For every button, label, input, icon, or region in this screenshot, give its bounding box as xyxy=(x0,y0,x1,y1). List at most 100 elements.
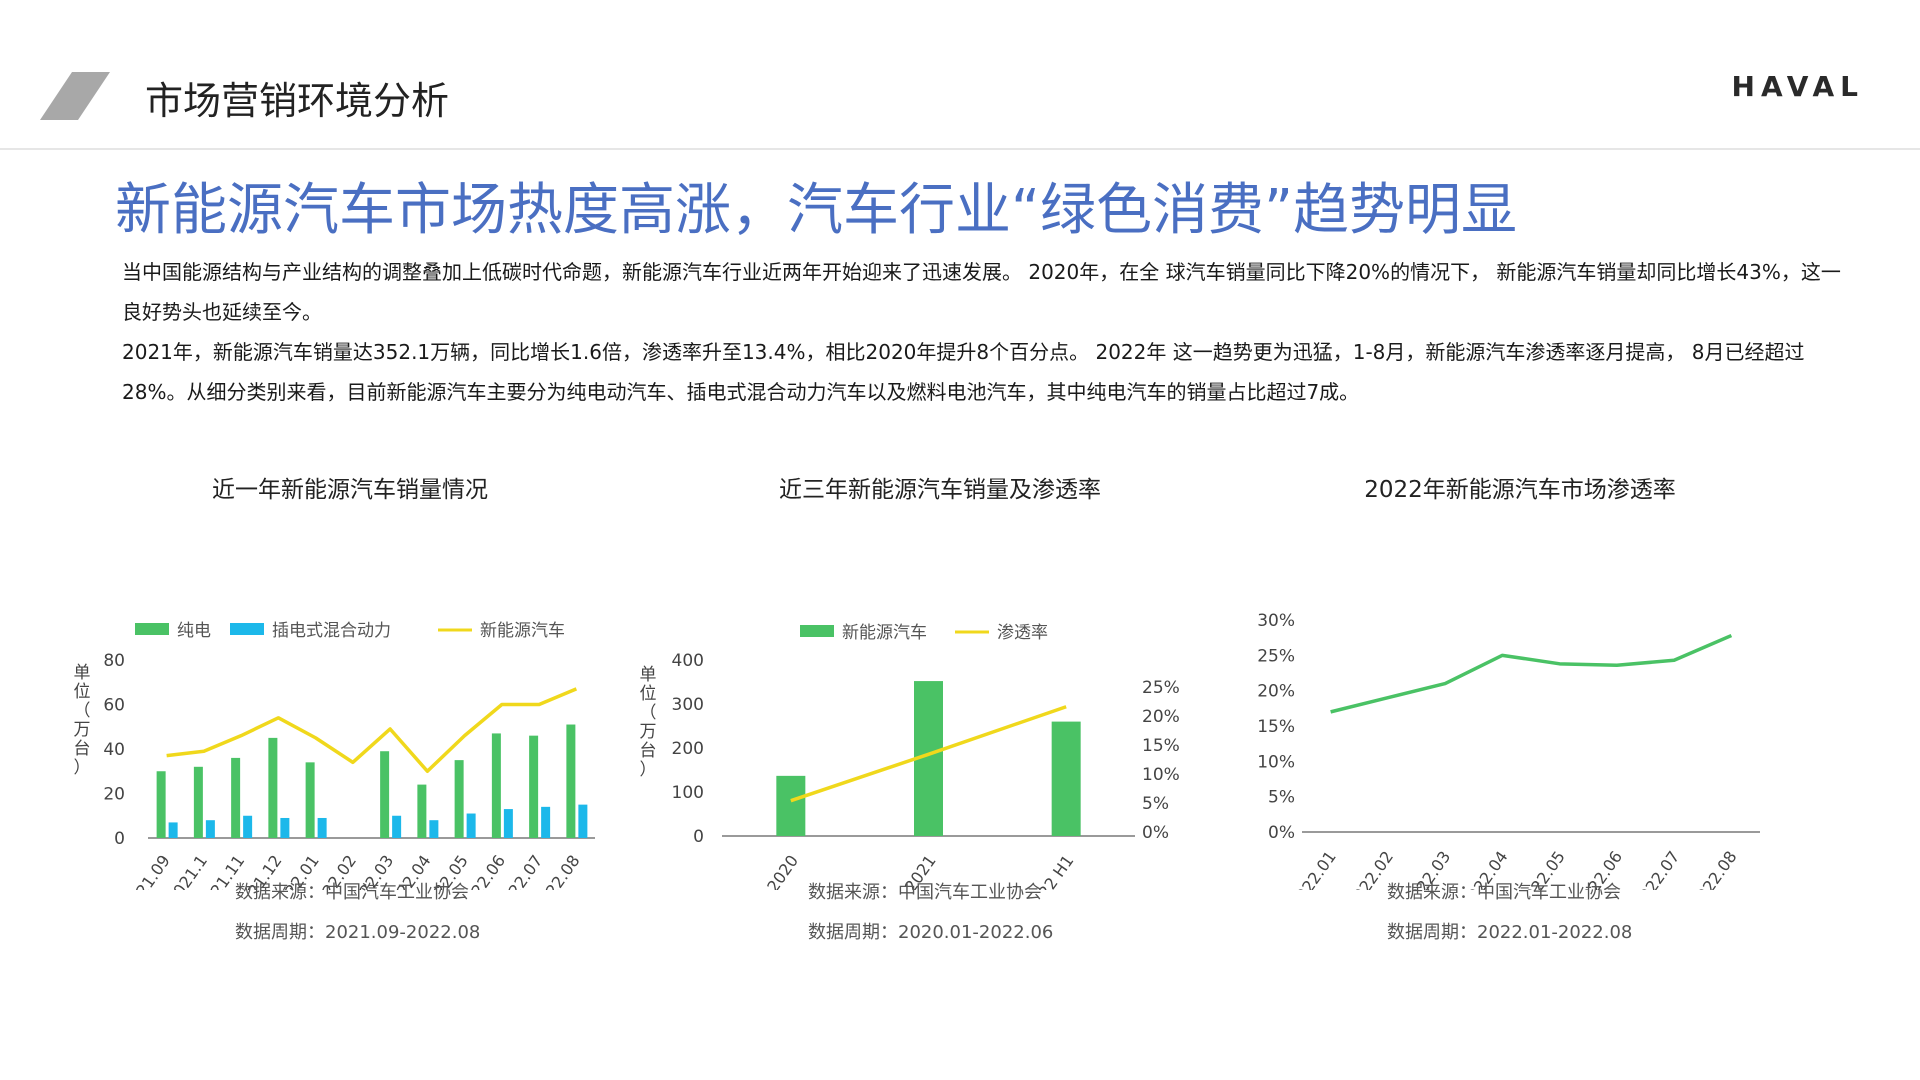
bar-bev xyxy=(193,766,203,838)
y-axis-label-char: 位 xyxy=(74,682,91,702)
source-value: 中国汽车工业协会 xyxy=(898,882,1042,903)
legend-nev-label: 新能源汽车 xyxy=(842,623,927,643)
bar-phev xyxy=(541,806,551,838)
y2-tick-label: 5% xyxy=(1142,794,1169,814)
y2-tick-label: 15% xyxy=(1142,736,1180,756)
bar-phev xyxy=(578,804,588,838)
period-label: 数据周期： xyxy=(235,922,325,943)
x-tick-label: 2020 xyxy=(763,851,802,890)
bar-bev xyxy=(566,724,576,838)
y-tick-label: 0 xyxy=(693,827,704,847)
data-source: 数据来源：中国汽车工业协会 xyxy=(1387,878,1621,904)
x-tick-label: 2021.09 xyxy=(120,851,174,890)
slash-decoration-icon xyxy=(40,72,110,120)
y2-tick-label: 20% xyxy=(1142,707,1180,727)
y2-tick-label: 25% xyxy=(1142,678,1180,698)
bar-bev xyxy=(417,784,427,838)
bar-phev xyxy=(280,817,290,838)
y-tick-label: 25% xyxy=(1257,646,1295,666)
legend-phev-swatch xyxy=(230,623,264,635)
y-tick-label: 300 xyxy=(672,695,704,715)
body-text: 当中国能源结构与产业结构的调整叠加上低碳时代命题，新能源汽车行业近两年开始迎来了… xyxy=(122,252,1842,412)
bar-bev xyxy=(231,757,241,838)
period-label: 数据周期： xyxy=(808,922,898,943)
data-source: 数据来源：中国汽车工业协会 xyxy=(808,878,1042,904)
penetration-svg: 0%5%10%15%20%25%30%2022.01 2022.02 2022.03… xyxy=(1257,611,1760,890)
bar-nev xyxy=(1051,721,1081,836)
data-source: 数据来源：中国汽车工业协会 xyxy=(235,878,469,904)
period-value: 2022.01-2022.08 xyxy=(1477,922,1633,943)
y-tick-label: 400 xyxy=(672,651,704,671)
y-axis-label-char: 单 xyxy=(74,663,91,683)
chart-title: 近三年新能源汽车销量及渗透率 xyxy=(779,477,1101,503)
legend-bev-label: 纯电 xyxy=(177,621,211,641)
y-axis-label-char: 万 xyxy=(640,722,657,742)
y-axis-label-char: 单 xyxy=(640,665,657,685)
x-tick-label: 2022.01 xyxy=(1286,847,1340,890)
y-tick-label: 0% xyxy=(1268,823,1295,843)
bar-bev xyxy=(454,760,464,838)
data-period: 数据周期：2022.01-2022.08 xyxy=(1387,918,1632,944)
y-tick-label: 200 xyxy=(672,739,704,759)
source-label: 数据来源： xyxy=(1387,882,1477,903)
period-value: 2020.01-2022.06 xyxy=(898,922,1054,943)
y-axis-label-char: 位 xyxy=(640,684,657,704)
y-axis-label-char: ） xyxy=(74,758,91,778)
period-label: 数据周期： xyxy=(1387,922,1477,943)
x-tick-label: 2022.08 xyxy=(1687,847,1741,890)
chart-monthly-sales: 近一年新能源汽车销量情况 纯电 插电式混合动力 新能源汽车单位（万台） 0 20 40 60… xyxy=(60,470,640,950)
bar-phev xyxy=(243,815,253,838)
bar-bev xyxy=(491,733,501,838)
page-headline: 新能源汽车市场热度高涨，汽车行业“绿色消费”趋势明显 xyxy=(115,178,1518,243)
haval-logo: HAVAL xyxy=(1731,70,1864,103)
bar-phev xyxy=(392,815,402,838)
paragraph-1: 当中国能源结构与产业结构的调整叠加上低碳时代命题，新能源汽车行业近两年开始迎来了… xyxy=(122,260,1841,324)
legend-bev-swatch xyxy=(135,623,169,635)
bar-phev xyxy=(205,820,215,838)
y-tick-label: 0 xyxy=(114,829,125,849)
bar-nev xyxy=(776,775,806,836)
y-tick-label: 20 xyxy=(103,785,125,805)
bar-bev xyxy=(156,771,166,838)
slide-header: 市场营销环境分析 HAVAL xyxy=(0,0,1920,148)
y-axis-label-char: 台 xyxy=(640,741,657,761)
bar-bev xyxy=(305,762,315,838)
legend-nev-label: 新能源汽车 xyxy=(480,621,565,641)
y-axis-label-char: （ xyxy=(640,703,657,723)
y-tick-label: 20% xyxy=(1257,682,1295,702)
source-value: 中国汽车工业协会 xyxy=(325,882,469,903)
chart-title: 2022年新能源汽车市场渗透率 xyxy=(1364,477,1676,503)
bar-bev xyxy=(268,737,278,838)
chart-yearly-sales: 近三年新能源汽车销量及渗透率 新能源汽车 渗透率单位（万台） 0 100 200 300 4… xyxy=(630,470,1250,950)
y-tick-label: 40 xyxy=(103,740,125,760)
x-tick-label: 2022.07 xyxy=(1630,847,1684,890)
bar-phev xyxy=(429,820,439,838)
line-nev xyxy=(166,687,578,773)
y-tick-label: 60 xyxy=(103,696,125,716)
y-tick-label: 80 xyxy=(103,651,125,671)
y-tick-label: 30% xyxy=(1257,611,1295,631)
paragraph-2: 2021年，新能源汽车销量达352.1万辆，同比增长1.6倍，渗透率升至13.4… xyxy=(122,340,1805,404)
bar-phev xyxy=(466,813,476,838)
x-tick-label: 2021.1 xyxy=(163,851,211,890)
bar-phev xyxy=(168,822,178,838)
bar-bev xyxy=(529,735,539,838)
source-value: 中国汽车工业协会 xyxy=(1477,882,1621,903)
bar-phev xyxy=(317,817,327,838)
data-period: 数据周期：2021.09-2022.08 xyxy=(235,918,480,944)
line-rate xyxy=(790,705,1067,803)
section-title: 市场营销环境分析 xyxy=(145,79,450,123)
y-tick-label: 15% xyxy=(1257,717,1295,737)
legend-rate-label: 渗透率 xyxy=(997,623,1048,643)
header-divider xyxy=(0,148,1920,150)
chart-title: 近一年新能源汽车销量情况 xyxy=(212,477,488,503)
period-value: 2021.09-2022.08 xyxy=(325,922,481,943)
y-axis-label-char: ） xyxy=(640,760,657,780)
y-axis-label-char: 台 xyxy=(74,739,91,759)
y2-tick-label: 10% xyxy=(1142,765,1180,785)
legend-nev-swatch xyxy=(800,625,834,637)
legend-phev-label: 插电式混合动力 xyxy=(272,621,391,641)
y-tick-label: 10% xyxy=(1257,752,1295,772)
